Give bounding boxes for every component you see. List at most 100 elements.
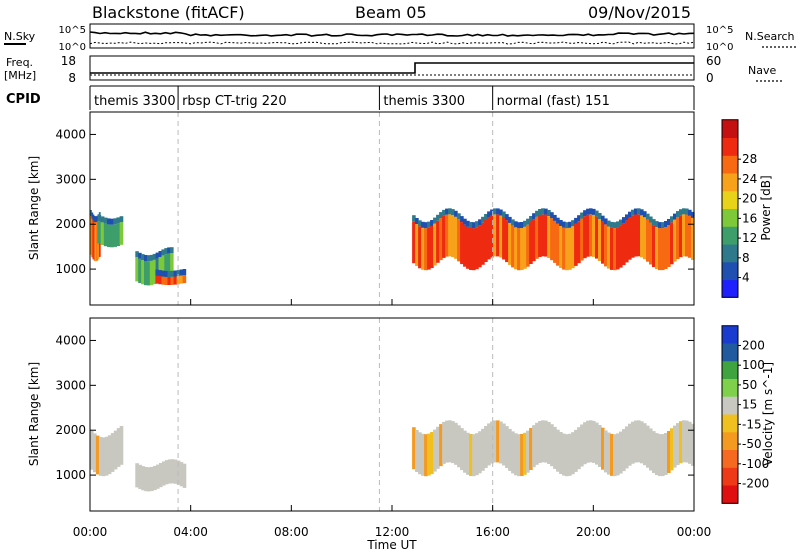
echo-cell (682, 214, 686, 257)
echo-cell (520, 228, 524, 270)
echo-cell (520, 434, 524, 476)
echo-edge-cell (619, 219, 623, 226)
echo-edge-cell (445, 208, 449, 215)
echo-edge-cell (164, 248, 168, 255)
echo-cell (110, 224, 114, 248)
echo-edge-cell (670, 216, 674, 223)
colorbar-frame (721, 325, 739, 504)
echo-cell (502, 217, 506, 260)
echo-edge-cell (607, 220, 611, 227)
echo-cell (649, 428, 653, 471)
echo-cell (153, 465, 157, 491)
echo-cell (607, 432, 611, 475)
echo-edge-cell (667, 219, 671, 225)
echo-edge-cell (439, 212, 443, 219)
echo-cell (604, 224, 608, 267)
echo-edge-cell (164, 270, 169, 277)
x-tick-label: 12:00 (375, 525, 410, 539)
echo-edge-cell (487, 211, 491, 218)
echo-edge-cell (532, 213, 536, 220)
echo-cell (469, 228, 473, 270)
echo-cell (469, 434, 473, 476)
echo-cell (466, 432, 470, 475)
velocity-ylabel: Slant Range [km] (27, 362, 41, 466)
echo-cell (155, 275, 159, 284)
echo-edge-cell (673, 213, 677, 220)
colorbar-tick-label: 100 (742, 358, 765, 372)
noise-left-label: N.Sky (4, 30, 36, 43)
beam-title: Beam 05 (355, 3, 427, 22)
echo-edge-cell (649, 216, 653, 223)
echo-edge-cell (640, 209, 644, 216)
echo-edge-cell (622, 217, 626, 224)
echo-edge-cell (577, 215, 581, 222)
echo-cell (92, 220, 95, 260)
echo-edge-cell (631, 209, 635, 216)
echo-cell (433, 223, 437, 266)
colorbar-swatch (722, 485, 738, 504)
colorbar-tick-label: 28 (742, 152, 757, 166)
echo-edge-cell (155, 252, 160, 259)
echo-edge-cell (529, 216, 533, 222)
y-tick-label: 4000 (55, 127, 86, 141)
echo-cell (442, 215, 446, 258)
echo-edge-cell (466, 220, 470, 227)
echo-cell (104, 436, 109, 476)
echo-edge-cell (430, 220, 434, 226)
y-tick-label: 4000 (55, 333, 86, 347)
echo-edge-cell (119, 216, 124, 223)
echo-cell (538, 215, 542, 257)
cpid-segment-label: themis 3300 (383, 94, 465, 109)
echo-edge-cell (553, 214, 557, 221)
echo-cell (592, 420, 596, 463)
echo-cell (451, 421, 455, 464)
colorbar-swatch (722, 325, 738, 344)
echo-cell (583, 422, 587, 465)
date-title: 09/Nov/2015 (588, 3, 691, 22)
colorbar-swatch (722, 379, 738, 398)
noise-left-tick-top: 10^5 (59, 25, 86, 36)
echo-edge-cell (460, 216, 464, 223)
echo-cell (454, 216, 458, 259)
freq-label-line1: Freq. (6, 56, 33, 69)
echo-cell (96, 221, 99, 261)
echo-cell (167, 276, 172, 285)
echo-cell (490, 215, 494, 258)
echo-edge-cell (568, 221, 572, 228)
echo-cell (589, 214, 593, 257)
echo-cell (511, 225, 515, 268)
echo-edge-cell (574, 217, 578, 224)
echo-edge-cell (646, 213, 650, 220)
echo-cell (144, 261, 148, 286)
echo-cell (508, 428, 512, 471)
echo-cell (481, 428, 485, 471)
colorbar-tick-label: 16 (742, 211, 757, 225)
echo-cell (457, 219, 461, 262)
echo-cell (460, 428, 464, 471)
power-yaxis-ticks: 1000 2000 3000 4000 (55, 127, 694, 276)
power-colorbar: 4 8 12 16 20 24 28 (721, 119, 757, 298)
echo-cell (664, 433, 668, 475)
echo-edge-cell (538, 209, 542, 215)
colorbar-tick-label: -100 (742, 457, 769, 471)
echo-cell (610, 433, 614, 476)
colorbar-swatch (722, 361, 738, 380)
echo-cell (161, 276, 166, 285)
echo-edge-cell (176, 270, 181, 277)
echo-cell (95, 435, 100, 475)
echo-cell (532, 425, 536, 468)
power-panel: 1000 2000 3000 4000 Slant Range [km] 4 8 12 16… (27, 111, 773, 306)
echo-cell (547, 216, 551, 258)
echo-edge-cell (155, 269, 159, 276)
echo-cell (676, 423, 680, 466)
echo-cell (565, 434, 569, 477)
echo-cell (487, 217, 491, 260)
echo-edge-cell (478, 219, 482, 226)
echo-cell (661, 434, 665, 477)
echo-cell (167, 459, 172, 484)
noise-left-tick-bottom: 10^0 (59, 42, 86, 53)
echo-edge-cell (170, 247, 174, 254)
echo-cell (149, 260, 154, 286)
echo-edge-cell (113, 218, 117, 225)
echo-edge-cell (110, 218, 114, 225)
